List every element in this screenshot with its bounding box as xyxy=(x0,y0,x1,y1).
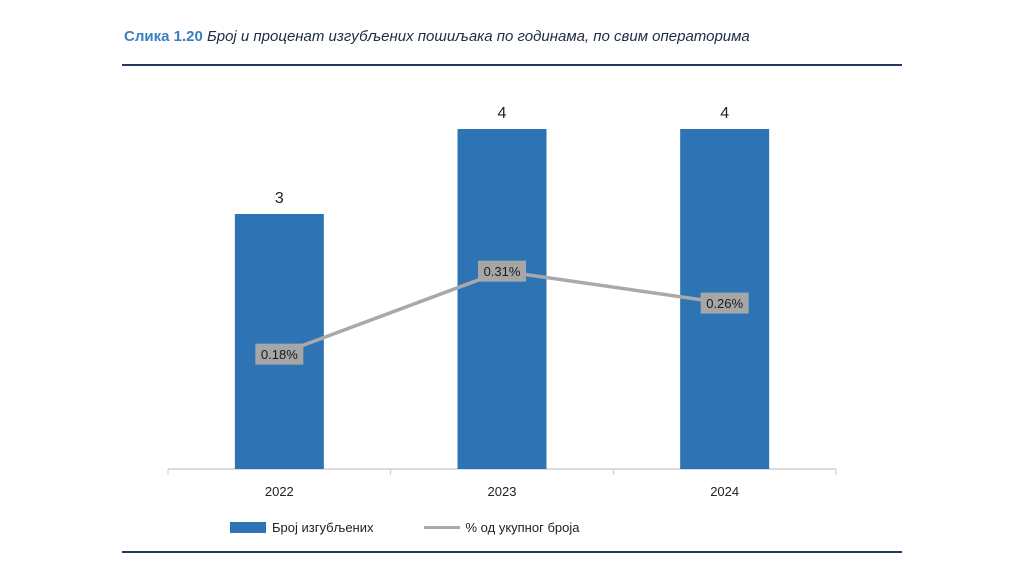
figure-title: Број и проценат изгубљених пошиљака по г… xyxy=(206,28,750,45)
line-label-box xyxy=(478,260,526,282)
line-value-label: 0.18% xyxy=(261,347,298,362)
legend-label-bars: Број изгубљених xyxy=(272,520,374,535)
bar-value-label: 3 xyxy=(275,190,284,207)
line-point-label: 0.31% xyxy=(478,260,526,282)
legend: Број изгубљених % од укупног броја xyxy=(230,520,629,535)
top-rule xyxy=(122,64,902,66)
legend-item-bars: Број изгубљених xyxy=(230,520,374,535)
legend-item-line: % од укупног броја xyxy=(423,520,580,535)
line-point-label: 0.18% xyxy=(255,343,304,365)
line-point-label: 0.26% xyxy=(700,292,749,314)
figure-number: Слика 1.20 xyxy=(124,28,203,45)
legend-label-line: % од укупног броја xyxy=(465,520,580,535)
x-tick-label: 2024 xyxy=(710,484,739,499)
legend-swatch-line xyxy=(423,526,460,529)
line-label-box xyxy=(700,292,749,314)
bottom-rule xyxy=(122,551,902,553)
figure-caption: Слика 1.20 Број и проценат изгубљених по… xyxy=(124,28,750,45)
x-tick-label: 2023 xyxy=(488,484,517,499)
bar-value-label: 4 xyxy=(498,105,507,122)
x-tick-label: 2022 xyxy=(265,484,294,499)
line-value-label: 0.26% xyxy=(706,296,743,311)
line-label-box xyxy=(255,343,304,365)
legend-swatch-bar xyxy=(230,522,266,533)
bar-2023 xyxy=(457,129,547,469)
line-value-label: 0.31% xyxy=(484,264,521,279)
bar-value-label: 4 xyxy=(720,105,729,122)
